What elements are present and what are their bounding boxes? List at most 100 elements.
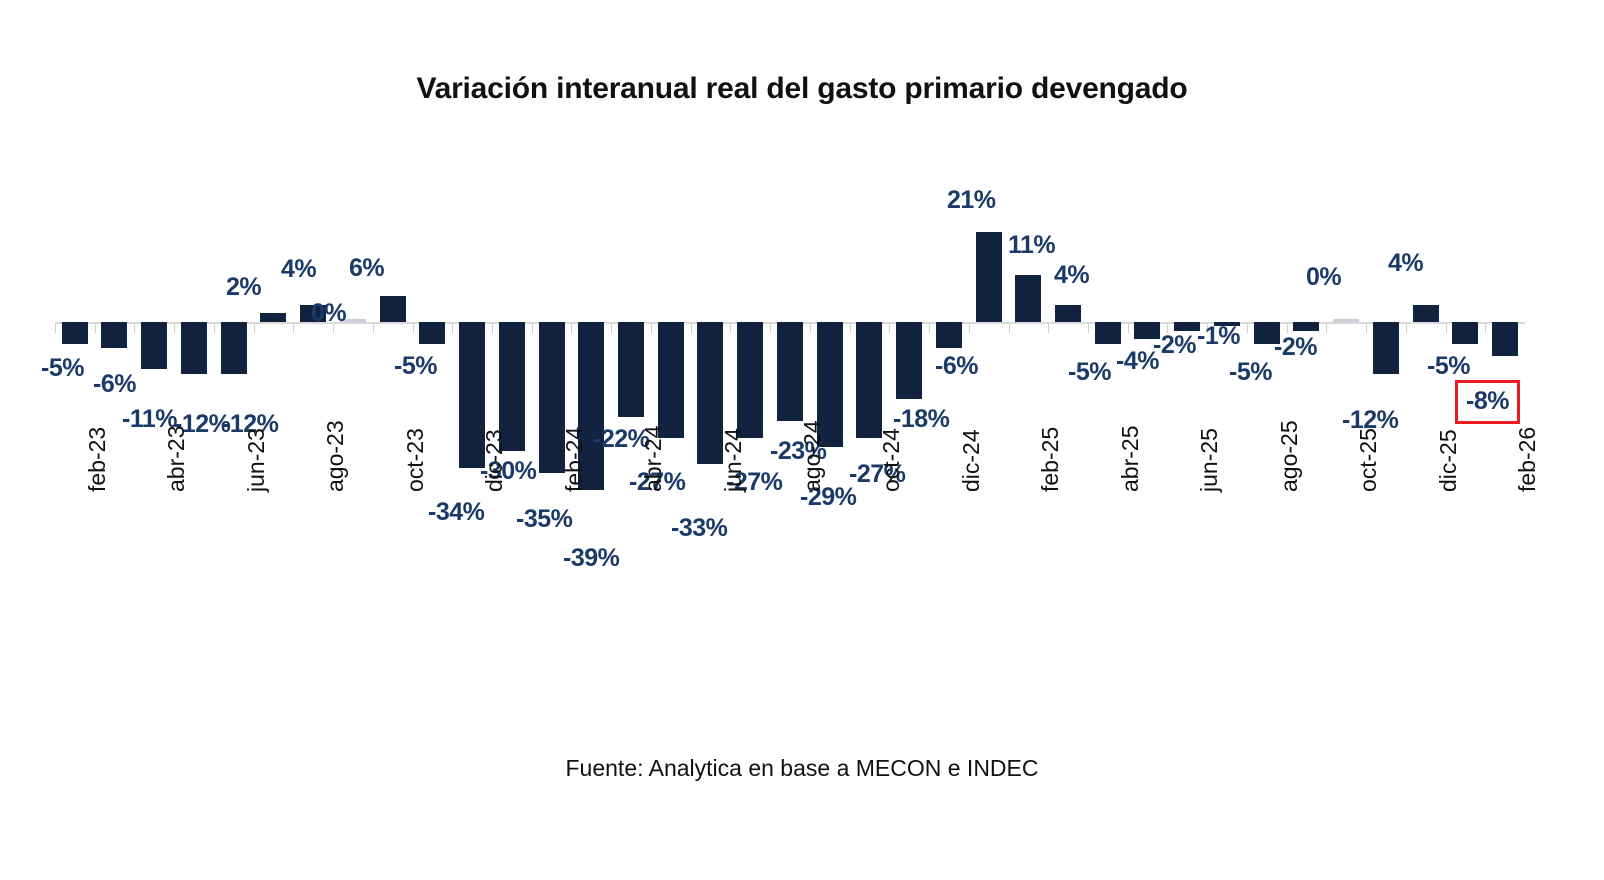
- data-label: -5%: [394, 352, 437, 380]
- data-label: -5%: [41, 354, 84, 382]
- x-axis-tick: [1366, 324, 1367, 333]
- bar[interactable]: [1492, 322, 1518, 356]
- data-label: 4%: [1388, 249, 1424, 277]
- x-axis-tick: [373, 324, 374, 333]
- x-axis-label: abr-24: [640, 425, 666, 492]
- bar[interactable]: [578, 322, 604, 490]
- x-axis-tick: [1326, 324, 1327, 333]
- bar[interactable]: [260, 313, 286, 323]
- data-label: -6%: [935, 352, 978, 380]
- bar[interactable]: [1015, 274, 1041, 322]
- bar[interactable]: [1134, 322, 1160, 339]
- bar[interactable]: [737, 322, 763, 438]
- data-label: -35%: [516, 505, 573, 533]
- bar[interactable]: [936, 322, 962, 348]
- x-axis-label: abr-23: [163, 425, 189, 492]
- x-axis-label: ago-23: [322, 420, 348, 492]
- bar[interactable]: [380, 296, 406, 323]
- x-axis-label: feb-25: [1037, 426, 1063, 492]
- bar[interactable]: [658, 322, 684, 438]
- bar[interactable]: [618, 322, 644, 417]
- bar[interactable]: [1055, 304, 1081, 322]
- bar[interactable]: [1293, 322, 1319, 331]
- x-axis-tick: [174, 324, 175, 333]
- x-axis-label: dic-23: [481, 429, 507, 492]
- bar[interactable]: [1174, 322, 1200, 331]
- x-axis-tick: [413, 324, 414, 333]
- data-label: -12%: [174, 410, 231, 438]
- bar[interactable]: [539, 322, 565, 473]
- bar[interactable]: [62, 322, 88, 344]
- x-axis-label: oct-25: [1355, 428, 1381, 492]
- bar[interactable]: [221, 322, 247, 374]
- data-label: -11%: [122, 405, 177, 433]
- x-axis-label: ago-25: [1276, 420, 1302, 492]
- x-axis-label: jun-24: [720, 428, 746, 492]
- x-axis-tick: [532, 324, 533, 333]
- x-axis-tick: [611, 324, 612, 333]
- bar[interactable]: [1214, 322, 1240, 326]
- bar[interactable]: [419, 322, 445, 344]
- bar[interactable]: [1333, 319, 1359, 322]
- data-label: -18%: [893, 405, 950, 433]
- data-label: -12%: [1342, 406, 1399, 434]
- data-label: -34%: [428, 498, 485, 526]
- data-label: -29%: [800, 483, 857, 511]
- x-axis-tick: [333, 324, 334, 333]
- data-label: 4%: [281, 255, 317, 283]
- bar[interactable]: [141, 322, 167, 369]
- bar[interactable]: [976, 231, 1002, 322]
- x-axis-label: ago-24: [799, 420, 825, 492]
- x-axis-tick: [1287, 324, 1288, 333]
- data-label: 0%: [311, 299, 347, 327]
- x-axis-tick: [55, 324, 56, 333]
- x-axis-tick: [1446, 324, 1447, 333]
- x-axis-tick: [770, 324, 771, 333]
- x-axis-label: dic-24: [958, 429, 984, 492]
- x-axis-label: feb-26: [1514, 426, 1540, 492]
- bar[interactable]: [896, 322, 922, 399]
- bar[interactable]: [459, 322, 485, 468]
- bar[interactable]: [1413, 304, 1439, 322]
- data-label: -5%: [1229, 358, 1272, 386]
- bar[interactable]: [817, 322, 843, 447]
- bar[interactable]: [300, 304, 326, 322]
- x-axis-label: jun-23: [243, 428, 269, 492]
- data-label: 21%: [947, 186, 996, 214]
- data-label: -27%: [726, 468, 783, 496]
- bar[interactable]: [1254, 322, 1280, 344]
- data-label: -6%: [93, 370, 136, 398]
- bar[interactable]: [499, 322, 525, 451]
- x-axis-tick: [889, 324, 890, 333]
- x-axis-tick: [492, 324, 493, 333]
- data-label: -27%: [629, 468, 686, 496]
- x-axis-tick: [1088, 324, 1089, 333]
- x-axis-label: feb-24: [561, 426, 587, 492]
- bar[interactable]: [340, 319, 366, 322]
- x-axis-tick: [1167, 324, 1168, 333]
- data-label: 6%: [349, 254, 385, 282]
- bar[interactable]: [856, 322, 882, 438]
- data-label: -4%: [1116, 347, 1159, 375]
- x-axis-tick: [293, 324, 294, 333]
- bar[interactable]: [697, 322, 723, 464]
- bar[interactable]: [777, 322, 803, 421]
- data-label: 4%: [1054, 261, 1090, 289]
- bar[interactable]: [101, 322, 127, 348]
- bar[interactable]: [1373, 322, 1399, 374]
- data-label: -2%: [1274, 333, 1317, 361]
- x-axis-tick: [452, 324, 453, 333]
- x-axis-tick: [691, 324, 692, 333]
- x-axis-tick: [730, 324, 731, 333]
- x-axis-label: abr-25: [1117, 425, 1143, 492]
- x-axis-tick: [95, 324, 96, 333]
- bar[interactable]: [1095, 322, 1121, 344]
- bar[interactable]: [1452, 322, 1478, 344]
- x-axis-tick: [1128, 324, 1129, 333]
- data-label: -5%: [1427, 352, 1470, 380]
- x-axis-tick: [1207, 324, 1208, 333]
- data-label: -33%: [671, 514, 728, 542]
- data-label: -22%: [593, 425, 650, 453]
- bar[interactable]: [181, 322, 207, 374]
